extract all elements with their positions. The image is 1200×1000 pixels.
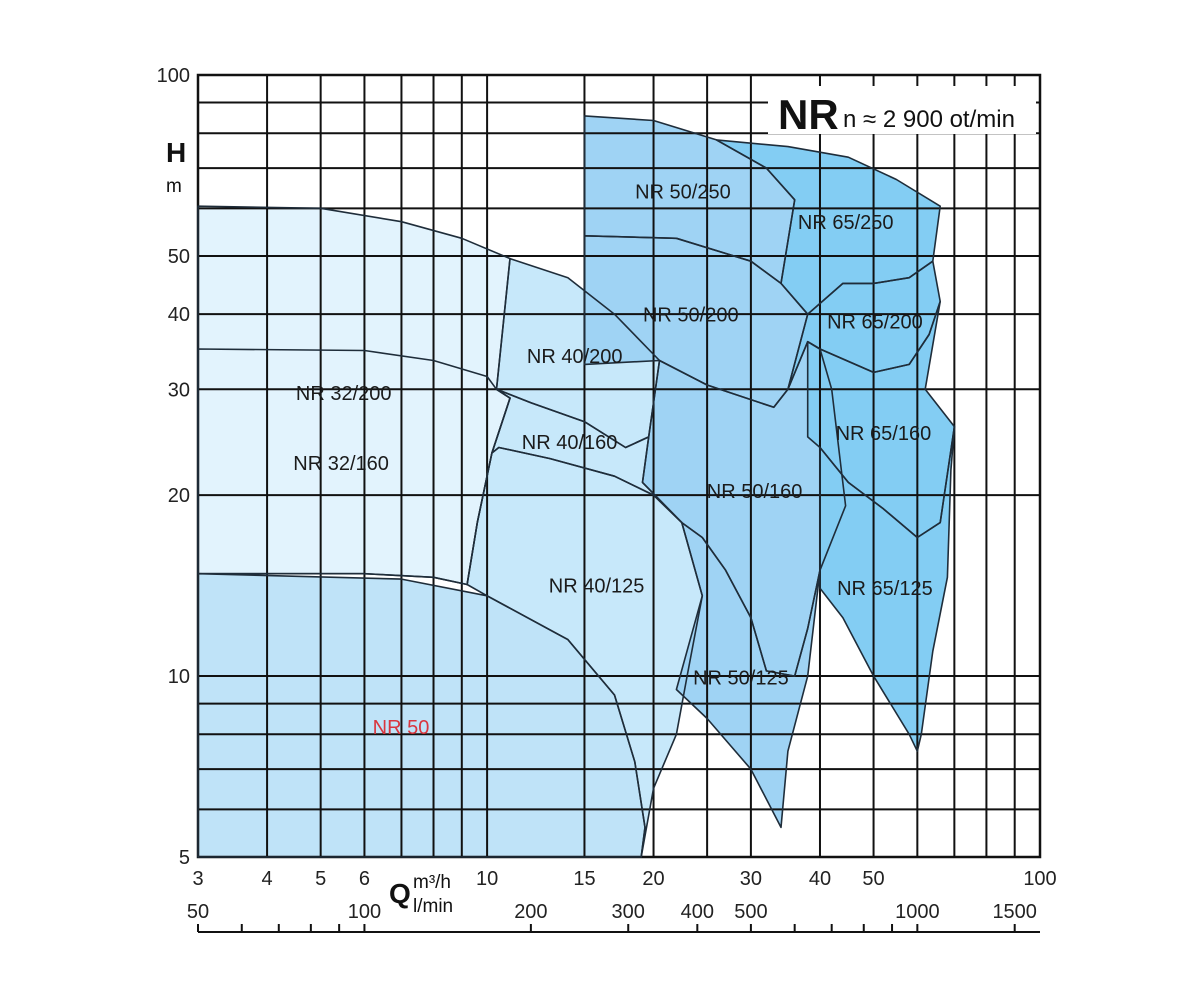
x-tick-label: 100 [1023,868,1056,890]
secondary-tick-label: 400 [681,901,714,923]
y-axis-unit: m [166,176,182,197]
zone-nr-32-160 [198,349,510,585]
secondary-tick-label: 500 [734,901,767,923]
zone-label-nr-40-125: NR 40/125 [549,575,645,597]
zone-label-nr-50-200: NR 50/200 [643,304,739,326]
x-tick-label: 15 [573,868,595,890]
x-axis-symbol: Q [389,878,411,909]
secondary-tick-label: 1000 [895,901,940,923]
zone-nr-65-125 [820,426,955,752]
zone-label-nr-65-250: NR 65/250 [798,212,894,234]
zones-layer [198,115,955,857]
x-tick-label: 4 [262,868,273,890]
x-tick-label: 40 [809,868,831,890]
secondary-tick-label: 100 [348,901,381,923]
zone-nr-50-250 [584,115,795,284]
zone-label-nr-50-250: NR 50/250 [635,182,731,204]
zone-label-nr-32-160: NR 32/160 [293,453,389,475]
x-tick-label: 20 [642,868,664,890]
chart-title: NR [778,91,839,138]
x-axis-unit-secondary: l/min [413,896,453,917]
zone-label-nr-40-160: NR 40/160 [522,432,618,454]
x-axis-unit-primary: m³/h [413,872,451,893]
zone-label-nr-50: NR 50 [373,717,430,739]
zone-nr-65-200 [787,261,941,390]
zone-label-nr-65-160: NR 65/160 [836,423,932,445]
secondary-tick-label: 300 [612,901,645,923]
y-tick-label: 30 [168,379,190,401]
zone-label-nr-65-200: NR 65/200 [827,312,923,334]
zone-nr-40-200 [496,258,660,448]
zone-label-nr-32-200: NR 32/200 [296,383,392,405]
x-tick-label: 5 [315,868,326,890]
grid-layer [196,73,1042,859]
y-tick-label: 20 [168,485,190,507]
zone-label-nr-50-160: NR 50/160 [707,481,803,503]
secondary-tick-label: 200 [514,901,547,923]
zone-edges-layer [197,115,956,858]
zone-labels-layer: NR 50 NR 32/200 NR 32/160 NR 40/200 NR 40/16… [293,182,932,740]
y-axis-symbol: H [166,137,186,168]
x-tick-label: 6 [359,868,370,890]
title-box-background [768,86,1036,134]
y-tick-label: 50 [168,246,190,268]
y-tick-label: 5 [179,847,190,869]
zone-nr-50-160 [642,341,846,677]
y-tick-label: 100 [157,65,190,87]
title-box: NR n ≈ 2 900 ot/min [768,86,1036,138]
y-tick-label: 10 [168,666,190,688]
zone-nr-50 [198,573,645,857]
x-tick-label: 3 [192,868,203,890]
zone-outline-nr-40-125 [466,446,704,858]
zone-nr-65-250 [716,139,941,315]
zone-label-nr-50-125: NR 50/125 [693,667,789,689]
chart-subtitle: n ≈ 2 900 ot/min [843,106,1015,133]
x-tick-label: 10 [476,868,498,890]
x-tick-label: 30 [740,868,762,890]
secondary-tick-label: 50 [187,901,209,923]
axes-layer: 5 10 20 30 40 50 100 3 4 5 6 10 15 20 30 40 50 100 50 100 20… [157,65,1057,933]
zone-nr-40-160 [491,389,682,523]
x-tick-label: 50 [862,868,884,890]
zone-outline-nr-50-125 [675,521,821,829]
zone-label-nr-65-125: NR 65/125 [837,578,933,600]
secondary-tick-label: 1500 [992,901,1037,923]
zone-nr-50-125 [676,522,820,828]
y-tick-label: 40 [168,304,190,326]
zone-label-nr-40-200: NR 40/200 [527,346,623,368]
zone-outline-nr-65-125 [819,425,956,753]
